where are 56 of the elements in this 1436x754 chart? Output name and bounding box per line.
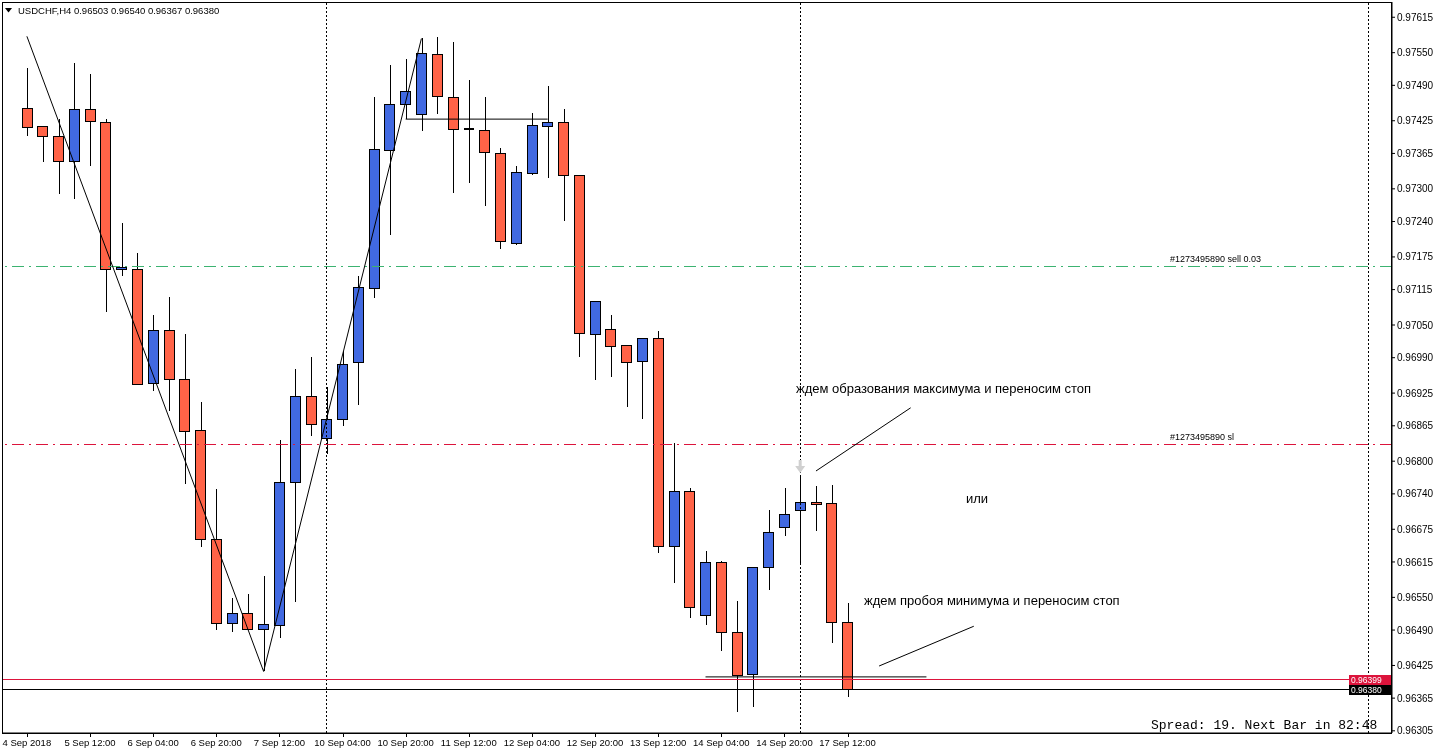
y-tick-label: 0.97050 bbox=[1397, 319, 1434, 331]
annotation: ждем образования максимума и переносим стоп bbox=[796, 381, 1092, 396]
y-tick-label: 0.96425 bbox=[1397, 660, 1434, 672]
x-tick-label: 7 Sep 12:00 bbox=[253, 737, 306, 748]
candlestick bbox=[810, 485, 822, 532]
annotation: ждем пробоя минимума и переносим стоп bbox=[864, 593, 1120, 608]
x-tick-label: 10 Sep 20:00 bbox=[377, 737, 434, 748]
y-tick-label: 0.96615 bbox=[1397, 556, 1434, 568]
x-tick-label: 4 Sep 2018 bbox=[2, 737, 52, 748]
candlestick bbox=[621, 344, 633, 408]
x-tick-label: 6 Sep 20:00 bbox=[190, 737, 242, 748]
candlestick bbox=[605, 314, 617, 378]
y-tick-label: 0.96740 bbox=[1397, 488, 1434, 500]
annotation: или bbox=[966, 491, 989, 506]
x-tick-label: 5 Sep 12:00 bbox=[64, 737, 116, 748]
x-tick-label: 13 Sep 12:00 bbox=[629, 737, 687, 748]
x-tick-label: 14 Sep 20:00 bbox=[756, 737, 813, 748]
candlestick bbox=[37, 126, 49, 163]
candlestick bbox=[779, 487, 791, 537]
y-tick-label: 0.96990 bbox=[1397, 352, 1434, 364]
y-tick-label: 0.97550 bbox=[1397, 47, 1434, 59]
x-tick-label: 12 Sep 20:00 bbox=[566, 737, 624, 748]
y-tick-label: 0.96550 bbox=[1397, 591, 1434, 603]
y-tick-label: 0.96865 bbox=[1397, 420, 1434, 432]
x-tick-label: 6 Sep 04:00 bbox=[127, 737, 179, 748]
y-tick-label: 0.96365 bbox=[1397, 692, 1434, 704]
candlestick bbox=[242, 593, 254, 631]
y-tick-label: 0.97175 bbox=[1397, 251, 1434, 263]
y-tick-label: 0.97365 bbox=[1397, 147, 1434, 159]
ref-line-label: #1273495890 sell 0.03 bbox=[1170, 254, 1262, 265]
ref-line-label: 0.96380 bbox=[1351, 684, 1382, 695]
y-tick-label: 0.97240 bbox=[1397, 216, 1434, 228]
candlestick bbox=[226, 597, 238, 633]
candlestick bbox=[84, 73, 96, 167]
candlestick bbox=[116, 222, 128, 277]
y-tick-label: 0.97425 bbox=[1397, 115, 1434, 127]
x-tick-label: 17 Sep 12:00 bbox=[819, 737, 876, 748]
y-tick-label: 0.96675 bbox=[1397, 523, 1434, 535]
y-tick-label: 0.97115 bbox=[1397, 284, 1433, 296]
ref-line-label: 0.96399 bbox=[1351, 674, 1382, 685]
y-tick-label: 0.96800 bbox=[1397, 455, 1434, 467]
annotation: Spread: 19. Next Bar in 82:48 bbox=[1151, 718, 1378, 733]
candlestick bbox=[21, 67, 33, 137]
x-tick-label: 10 Sep 04:00 bbox=[314, 737, 371, 748]
x-tick-label: 14 Sep 04:00 bbox=[693, 737, 750, 748]
ref-line-label: #1273495890 sl bbox=[1170, 432, 1235, 443]
chart-title: USDCHF,H4 0.96503 0.96540 0.96367 0.96380 bbox=[18, 5, 220, 16]
y-tick-label: 0.97490 bbox=[1397, 79, 1434, 91]
y-tick-label: 0.96305 bbox=[1397, 725, 1434, 737]
x-tick-label: 12 Sep 04:00 bbox=[503, 737, 561, 748]
y-tick-label: 0.96490 bbox=[1397, 624, 1434, 636]
x-tick-label: 11 Sep 12:00 bbox=[440, 737, 497, 748]
candlestick bbox=[636, 338, 648, 420]
y-tick-label: 0.97300 bbox=[1397, 183, 1434, 195]
y-tick-label: 0.97615 bbox=[1397, 11, 1434, 23]
y-tick-label: 0.96925 bbox=[1397, 387, 1434, 399]
